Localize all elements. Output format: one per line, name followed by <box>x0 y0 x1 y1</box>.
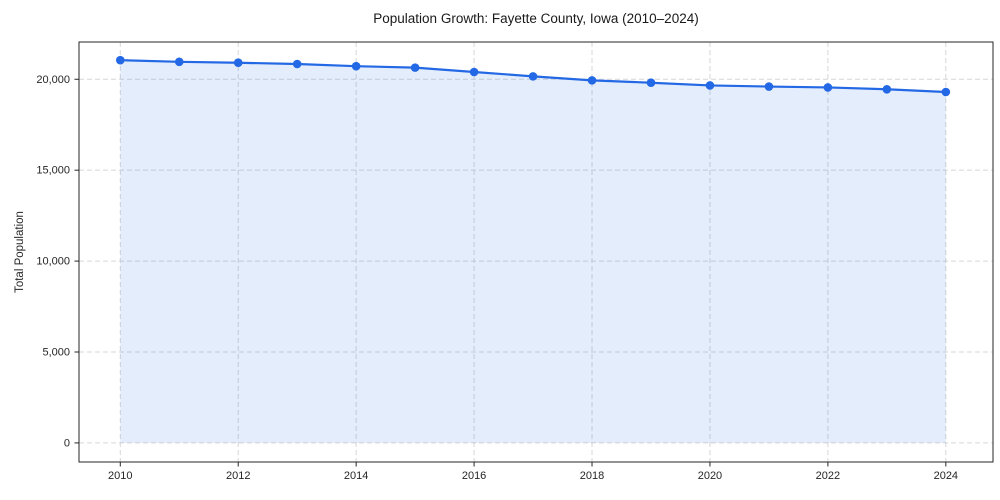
data-point <box>174 57 184 67</box>
data-point <box>469 67 479 77</box>
chart-title: Population Growth: Fayette County, Iowa … <box>373 11 699 26</box>
plot-border <box>78 41 994 463</box>
x-tick-label: 2014 <box>344 470 368 482</box>
data-point <box>115 55 125 65</box>
data-point <box>292 59 302 69</box>
y-tick-label: 20,000 <box>36 74 70 86</box>
data-point <box>705 81 715 90</box>
x-tick-label: 2018 <box>580 470 604 482</box>
data-point <box>941 87 951 97</box>
data-point <box>587 76 597 85</box>
x-tick-labels: 2010 2012 2014 2016 2018 2020 2022 2024 <box>108 470 958 482</box>
data-point <box>823 83 833 92</box>
x-tick-label: 2022 <box>816 470 840 482</box>
x-tick-label: 2016 <box>462 470 486 482</box>
data-point <box>528 72 538 81</box>
x-tick-label: 2010 <box>108 470 132 482</box>
y-tick-label: 0 <box>64 437 70 449</box>
y-tick-labels: 0 5,000 10,000 15,000 20,000 <box>36 74 70 450</box>
area-fill <box>120 60 946 443</box>
gridlines <box>79 42 993 462</box>
data-point <box>351 61 361 71</box>
x-tick-label: 2024 <box>934 470 958 482</box>
axes-border <box>78 41 994 463</box>
data-point <box>233 58 243 68</box>
y-tick-label: 5,000 <box>42 347 70 359</box>
data-point <box>764 82 774 91</box>
data-point <box>882 84 892 94</box>
data-point <box>410 63 420 72</box>
x-tick-label: 2020 <box>698 470 722 482</box>
data-point <box>646 78 656 88</box>
tick-marks <box>74 78 947 467</box>
x-tick-label: 2012 <box>226 470 250 482</box>
y-tick-label: 10,000 <box>36 256 70 268</box>
data-point-markers <box>115 55 951 97</box>
y-tick-label: 15,000 <box>36 165 70 177</box>
series-area <box>120 60 946 443</box>
